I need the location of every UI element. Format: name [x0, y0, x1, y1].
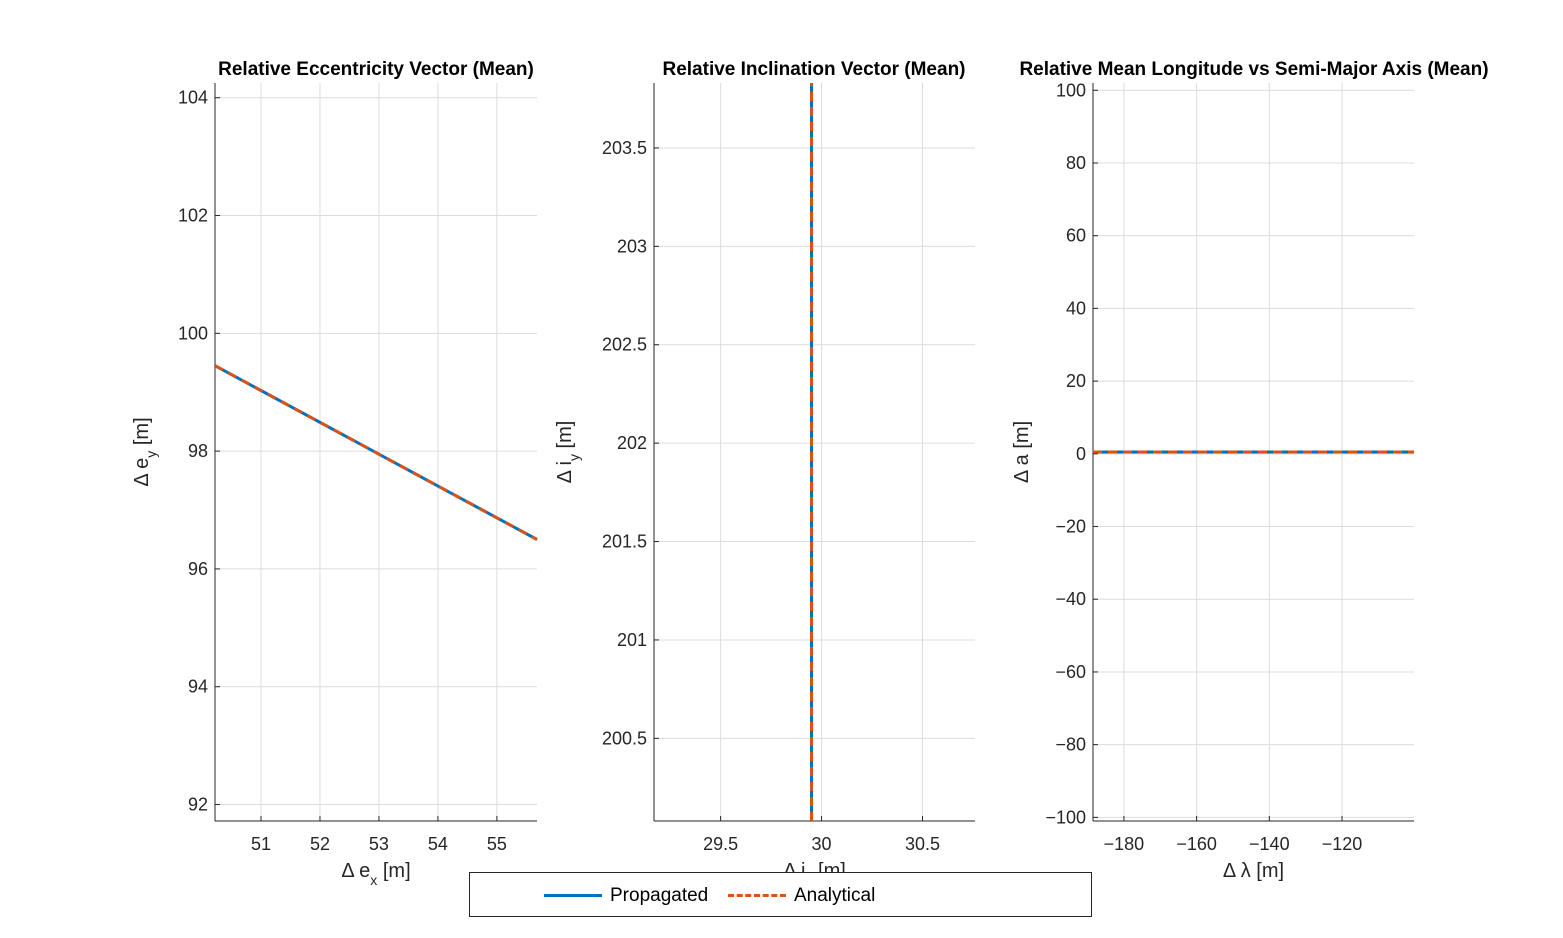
y-tick-label: 92: [188, 795, 208, 815]
y-tick-label: 201.5: [602, 532, 647, 552]
y-tick-label: 60: [1066, 226, 1086, 246]
y-tick-label: 96: [188, 559, 208, 579]
y-axis-label: Δ ey [m]: [131, 417, 159, 486]
x-tick-label: 54: [428, 834, 448, 854]
legend-analytical-label: Analytical: [794, 884, 876, 906]
x-tick-label: −120: [1322, 834, 1363, 854]
y-tick-label: 202.5: [602, 335, 647, 355]
legend-item-propagated: Propagated: [544, 873, 708, 918]
x-axis-label: Δ ex [m]: [341, 860, 410, 888]
y-tick-label: 0: [1076, 444, 1086, 464]
x-tick-label: 30: [812, 834, 832, 854]
legend-analytical-line: [728, 894, 786, 897]
y-tick-label: −40: [1055, 589, 1086, 609]
analytical-series-line: [215, 364, 538, 541]
y-tick-label: −20: [1055, 517, 1086, 537]
x-tick-label: 29.5: [703, 834, 738, 854]
x-tick-label: −140: [1249, 834, 1290, 854]
y-tick-label: 102: [178, 206, 208, 226]
y-tick-label: 202: [617, 433, 647, 453]
y-tick-label: −60: [1055, 662, 1086, 682]
plot-area: [654, 83, 975, 821]
legend-propagated-line: [544, 894, 602, 897]
x-tick-label: −180: [1104, 834, 1145, 854]
legend: Propagated Analytical: [469, 872, 1092, 917]
x-tick-label: −160: [1176, 834, 1217, 854]
y-tick-label: −80: [1055, 735, 1086, 755]
y-tick-label: 98: [188, 441, 208, 461]
y-tick-label: 100: [1056, 80, 1086, 100]
x-axis-label: Δ λ [m]: [1223, 860, 1284, 882]
y-tick-label: 100: [178, 323, 208, 343]
y-tick-label: 104: [178, 88, 208, 108]
y-tick-label: 80: [1066, 153, 1086, 173]
y-axis-label: Δ a [m]: [1011, 421, 1033, 483]
y-tick-label: 40: [1066, 298, 1086, 318]
inclination-axes: 29.5 30 30.5 200.5 201 201.5 202 202.5 203 203.5 R…: [554, 59, 975, 888]
y-tick-label: −100: [1045, 807, 1086, 827]
longitude-sma-axes: −180 −160 −140 −120 −100 −80 −60 −40 −20 0 20 40 60 8…: [1011, 59, 1489, 882]
eccentricity-axes: 51 52 53 54 55 92 94 96 98 100 102 104 Relative Ecce…: [131, 59, 538, 888]
y-tick-label: 94: [188, 677, 208, 697]
x-tick-label: 55: [487, 834, 507, 854]
x-tick-label: 53: [369, 834, 389, 854]
y-axis-label: Δ iy [m]: [554, 421, 582, 484]
x-tick-label: 30.5: [905, 834, 940, 854]
x-tick-label: 51: [251, 834, 271, 854]
y-tick-label: 20: [1066, 371, 1086, 391]
legend-item-analytical: Analytical: [728, 873, 875, 918]
legend-propagated-label: Propagated: [610, 884, 709, 906]
chart-title: Relative Eccentricity Vector (Mean): [218, 59, 534, 80]
y-tick-label: 200.5: [602, 728, 647, 748]
y-tick-label: 203: [617, 236, 647, 256]
x-tick-label: 52: [310, 834, 330, 854]
y-tick-label: 201: [617, 630, 647, 650]
chart-title: Relative Mean Longitude vs Semi-Major Ax…: [1019, 59, 1488, 80]
y-tick-label: 203.5: [602, 138, 647, 158]
chart-title: Relative Inclination Vector (Mean): [662, 59, 965, 80]
